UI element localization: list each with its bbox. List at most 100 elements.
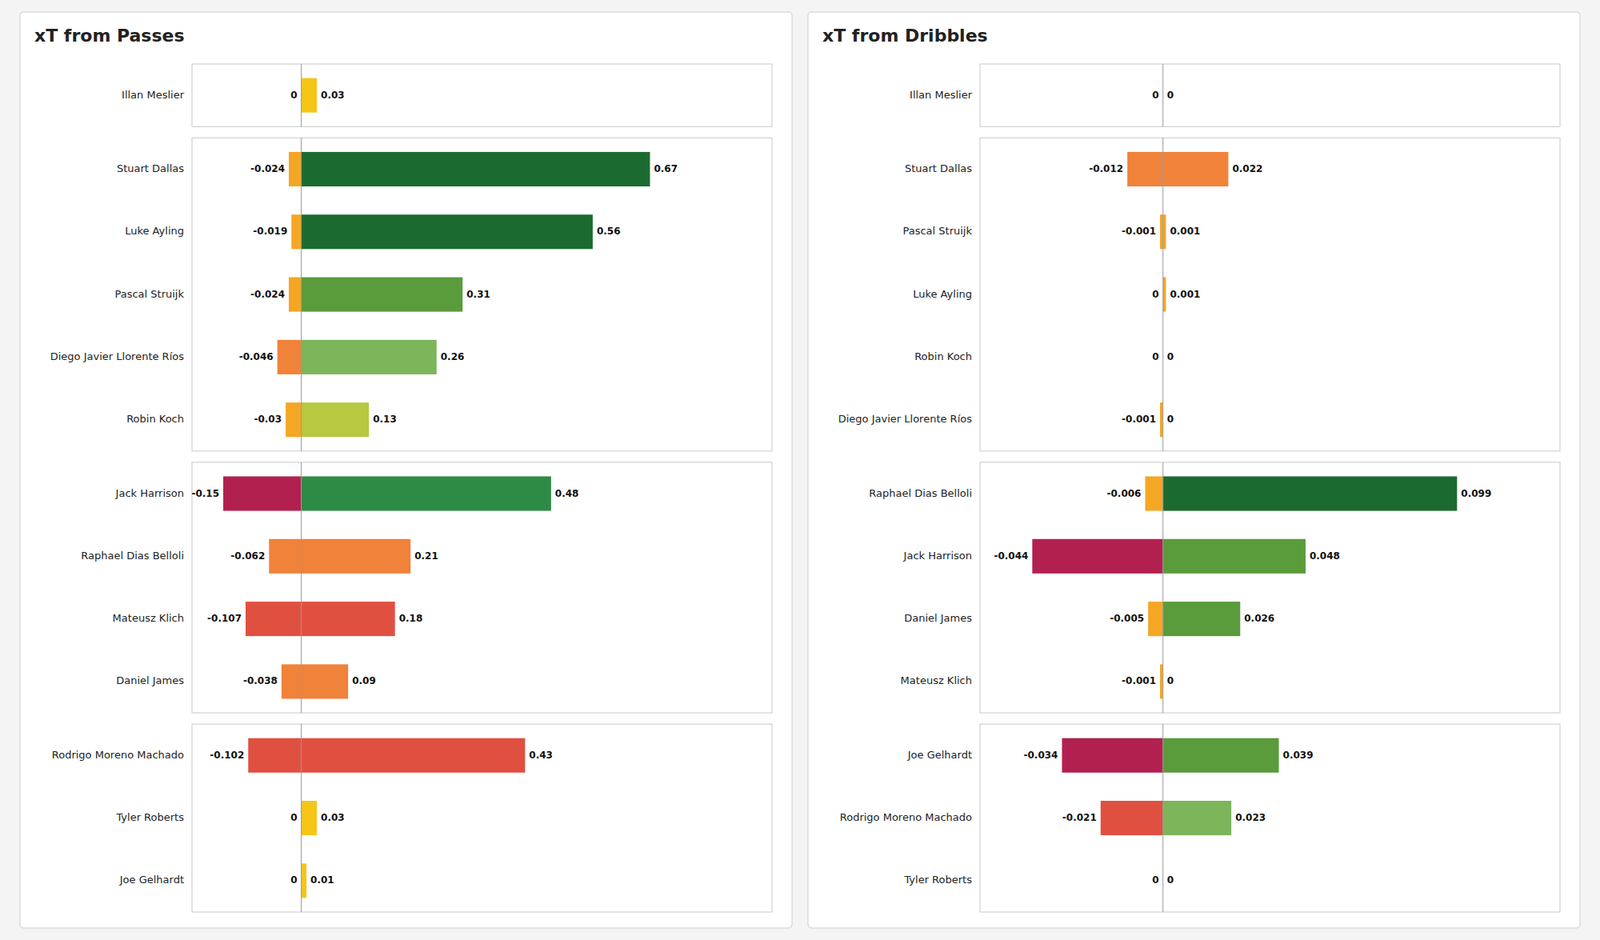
category-label: Raphael Dias Belloli: [80, 549, 184, 562]
data-label: -0.107: [207, 612, 242, 624]
bar: [1163, 476, 1458, 511]
bar: [1160, 664, 1164, 699]
bar: [248, 738, 301, 773]
bar: [1148, 601, 1164, 636]
category-label: Robin Koch: [914, 350, 972, 363]
category-label: Diego Javier Llorente Ríos: [50, 350, 184, 363]
category-label: Jack Harrison: [903, 549, 972, 562]
category-label: Joe Gelhardt: [907, 748, 972, 761]
data-label: -0.006: [1107, 488, 1142, 500]
data-label: 0: [1167, 675, 1174, 687]
data-label: 0: [290, 812, 297, 824]
zero-line: [300, 462, 302, 713]
bar: [301, 601, 396, 636]
bar: [301, 152, 651, 187]
data-label: -0.001: [1121, 675, 1156, 687]
bar: [301, 800, 318, 836]
data-label: 0.001: [1169, 288, 1200, 300]
bars: [1032, 152, 1457, 836]
bar: [277, 340, 302, 375]
bar: [301, 476, 552, 511]
bar: [1163, 800, 1232, 836]
data-label: 0.56: [596, 225, 621, 237]
data-label: -0.005: [1109, 612, 1144, 624]
data-label: 0.43: [528, 749, 553, 761]
category-label: Mateusz Klich: [112, 612, 184, 624]
data-label: 0: [1167, 874, 1174, 886]
zero-line: [300, 724, 302, 912]
category-label: Pascal Struijk: [902, 224, 972, 237]
bar: [1061, 738, 1163, 773]
data-label: 0: [1167, 89, 1174, 101]
zero-line: [1162, 724, 1164, 912]
data-label: 0.03: [320, 89, 345, 101]
data-label: -0.102: [209, 749, 244, 761]
data-label: -0.03: [253, 413, 282, 425]
data-label: -0.024: [250, 288, 285, 300]
bar: [1032, 539, 1163, 574]
panel-background: [20, 12, 792, 928]
bar: [245, 601, 302, 636]
category-label: Daniel James: [904, 612, 972, 624]
data-label: 0.001: [1169, 225, 1200, 237]
bar: [1127, 152, 1164, 187]
data-label: 0.048: [1309, 550, 1340, 562]
group-frame: [192, 462, 772, 713]
data-label: 0: [1152, 351, 1159, 363]
data-label: 0.48: [555, 488, 580, 500]
zero-line: [300, 137, 302, 452]
data-label: 0.023: [1235, 812, 1266, 824]
group-frame: [980, 64, 1560, 127]
group-frame: [980, 137, 1560, 452]
bar: [301, 402, 370, 437]
data-label: -0.044: [993, 550, 1028, 562]
chart-title: xT from Passes: [34, 25, 185, 46]
zero-line: [1162, 64, 1164, 127]
bar: [1163, 214, 1167, 249]
category-label: Diego Javier Llorente Ríos: [838, 412, 972, 425]
category-label: Stuart Dallas: [904, 162, 972, 175]
data-label: 0.01: [310, 874, 335, 886]
category-label: Jack Harrison: [115, 487, 184, 500]
group-frame: [980, 724, 1560, 912]
group-frame: [980, 462, 1560, 713]
data-label: 0.039: [1283, 749, 1314, 761]
data-label: 0.03: [320, 812, 345, 824]
category-label: Mateusz Klich: [900, 674, 972, 687]
group-frame: [192, 724, 772, 912]
panel: xT from PassesIllan MeslierStuart Dallas…: [20, 12, 792, 928]
bar: [291, 214, 301, 249]
bar: [1160, 402, 1164, 437]
chart-canvas: xT from Passes Illan Meslier Stuart Dallas…: [0, 0, 1600, 940]
bar: [1163, 152, 1229, 187]
bar: [301, 539, 412, 574]
category-label: Illan Meslier: [909, 88, 973, 101]
data-label: -0.021: [1062, 812, 1097, 824]
data-label: 0.18: [399, 612, 424, 624]
data-label: -0.038: [243, 675, 278, 687]
zero-line: [1162, 137, 1164, 452]
panel-background: [808, 12, 1580, 928]
bar: [1144, 476, 1163, 511]
category-label: Joe Gelhardt: [119, 873, 184, 886]
data-label: 0: [1152, 874, 1159, 886]
bar: [1163, 277, 1167, 312]
category-label: Daniel James: [116, 674, 184, 687]
bar: [301, 738, 526, 773]
zero-line: [300, 64, 302, 127]
bar: [1100, 800, 1164, 836]
bar: [301, 863, 308, 898]
bar: [301, 340, 437, 375]
data-label: -0.034: [1024, 749, 1059, 761]
category-label: Tyler Roberts: [903, 873, 972, 886]
category-label: Raphael Dias Belloli: [868, 487, 972, 500]
bars: [223, 78, 650, 899]
chart-title: xT from Dribbles: [822, 25, 988, 46]
category-label: Rodrigo Moreno Machado: [52, 748, 184, 761]
category-label: Rodrigo Moreno Machado: [840, 811, 972, 824]
bar: [301, 214, 593, 249]
bar: [1163, 601, 1241, 636]
data-label: 0.026: [1244, 612, 1275, 624]
data-label: 0: [1167, 351, 1174, 363]
data-label: 0.099: [1460, 488, 1492, 500]
